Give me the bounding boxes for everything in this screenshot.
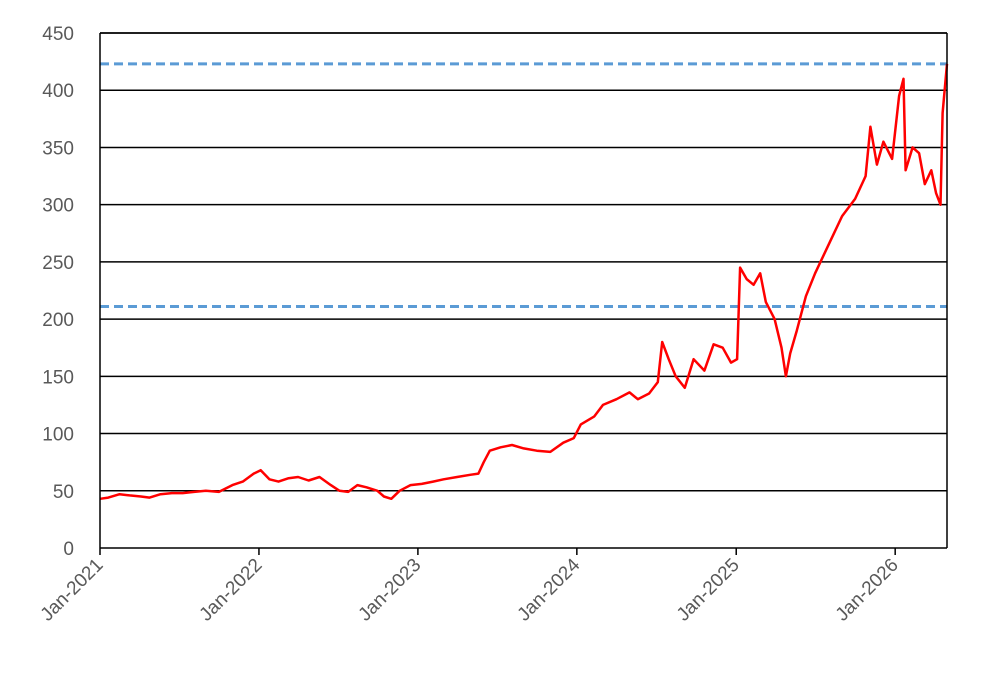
y-tick-labels: 0 50 100 150 200 250 300 350 400 450 [42, 24, 74, 560]
x-tick-labels: Jan-2021 Jan-2022 Jan-2023 Jan-2024 Jan-2025… [37, 548, 903, 626]
series-line-1 [99, 63, 949, 501]
y-tick-label: 200 [42, 310, 74, 331]
reference-lines [100, 62, 947, 309]
y-tick-label: 250 [42, 253, 74, 274]
y-tick-label: 50 [53, 482, 74, 503]
y-tick-label: 150 [42, 367, 74, 388]
x-tick-label: Jan-2025 [673, 555, 744, 626]
y-tick-label: 450 [42, 24, 74, 45]
x-tick-label: Jan-2022 [196, 555, 267, 626]
y-tick-label: 400 [42, 81, 74, 102]
x-tick-label: Jan-2024 [514, 554, 585, 625]
series-layer [99, 63, 949, 501]
x-tick-label: Jan-2023 [355, 555, 426, 626]
y-tick-label: 300 [42, 196, 74, 217]
x-tick-label: Jan-2026 [832, 555, 903, 626]
axes [99, 32, 948, 549]
y-tick-label: 100 [42, 425, 74, 446]
x-tick-label: Jan-2021 [37, 555, 108, 626]
y-tick-label: 350 [42, 138, 74, 159]
y-tick-label: 0 [63, 539, 74, 560]
